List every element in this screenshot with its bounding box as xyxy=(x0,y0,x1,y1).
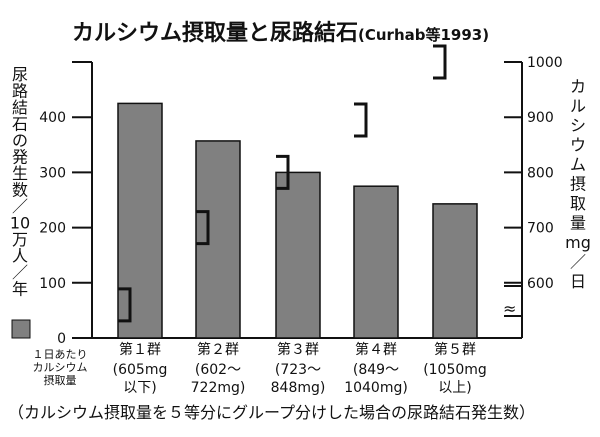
row-label-line: カルシウム xyxy=(33,361,88,374)
right-axis-label-char: ム xyxy=(570,155,586,174)
bar xyxy=(117,102,163,339)
right-axis-label-char: mg xyxy=(565,233,591,252)
left-axis-label-char: 年 xyxy=(12,280,28,299)
right-axis-label-char: シ xyxy=(570,116,586,135)
right-axis-label-char: ／ xyxy=(570,253,586,272)
left-axis-label-char: 石 xyxy=(12,115,28,134)
legend-swatch xyxy=(11,319,31,339)
category-range-label: (605mg xyxy=(113,362,168,378)
left-axis-label-char: 人 xyxy=(12,247,28,266)
left-axis-label-char: 10 xyxy=(10,214,30,233)
right-axis-label-char: 日 xyxy=(570,272,586,291)
left-axis-label-char: ／ xyxy=(12,197,28,216)
category-label: 第１群 xyxy=(119,341,161,358)
left-tick-label: 200 xyxy=(39,221,66,237)
category-range-label: (723〜 xyxy=(275,362,321,378)
left-axis-label-char: 数 xyxy=(12,181,28,200)
right-axis-label-char: 摂 xyxy=(570,175,586,194)
right-tick-label: 800 xyxy=(527,165,554,181)
right-tick-label: 1000 xyxy=(527,55,563,71)
row-label-line: １日あたり xyxy=(33,348,88,361)
intake-bracket xyxy=(433,44,447,80)
bar xyxy=(353,185,399,339)
axis-break-symbol: ≈ xyxy=(503,299,516,318)
category-range-label: 722mg) xyxy=(191,380,246,396)
left-tick-label: 100 xyxy=(39,276,66,292)
right-tick-label: 700 xyxy=(527,221,554,237)
left-axis-label-char: ／ xyxy=(12,263,28,282)
category-label: 第５群 xyxy=(434,341,476,358)
right-axis-label-char: ウ xyxy=(570,136,586,155)
category-range-label: (849〜 xyxy=(353,362,399,378)
left-tick-label: 400 xyxy=(39,110,66,126)
bar xyxy=(275,171,321,339)
right-axis-label-char: カ xyxy=(570,77,586,96)
footnote: （カルシウム摂取量を５等分にグループ分けした場合の尿路結石発生数） xyxy=(8,403,535,422)
left-axis-label-char: 尿 xyxy=(12,65,28,84)
left-axis-label-char: 路 xyxy=(12,82,28,101)
left-axis-label-char: 発 xyxy=(12,148,28,167)
right-tick-label: 900 xyxy=(527,110,554,126)
bar xyxy=(432,203,478,339)
chart-title: カルシウム摂取量と尿路結石(Curhab等1993) xyxy=(72,20,489,46)
category-label: 第２群 xyxy=(197,341,239,358)
left-axis-label-char: の xyxy=(12,131,28,150)
right-axis-label-char: ル xyxy=(570,97,586,116)
left-axis-label-char: 結 xyxy=(12,98,28,117)
left-tick-label: 0 xyxy=(57,331,66,347)
category-range-label: (1050mg xyxy=(423,362,487,378)
right-tick-label: 600 xyxy=(527,276,554,292)
intake-bracket xyxy=(276,154,290,190)
intake-bracket xyxy=(354,102,368,138)
category-label: 第４群 xyxy=(355,341,397,358)
category-range-label: (602〜 xyxy=(195,362,241,378)
bar xyxy=(195,140,241,339)
category-range-label: 以上) xyxy=(438,380,471,396)
left-axis-label-char: 生 xyxy=(12,164,28,183)
left-tick-label: 300 xyxy=(39,165,66,181)
category-range-label: 以下) xyxy=(123,380,156,396)
intake-bracket xyxy=(196,210,210,246)
left-axis-label-char: 万 xyxy=(12,230,28,249)
category-range-label: 848mg) xyxy=(271,380,326,396)
category-label: 第３群 xyxy=(277,341,319,358)
intake-bracket xyxy=(118,287,132,323)
right-axis-label-char: 取 xyxy=(570,194,586,213)
category-range-label: 1040mg) xyxy=(344,380,408,396)
right-axis-label-char: 量 xyxy=(570,214,586,233)
row-label-line: 摂取量 xyxy=(44,373,77,387)
